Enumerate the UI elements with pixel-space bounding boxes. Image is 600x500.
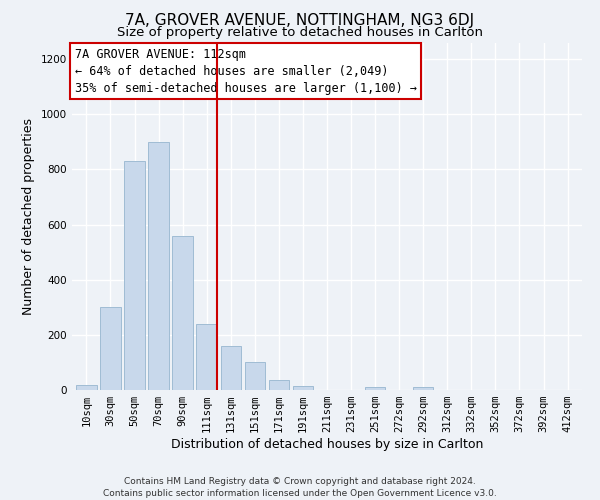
- Bar: [365, 387, 385, 390]
- Bar: [124, 161, 145, 390]
- Bar: [293, 386, 313, 390]
- Bar: [172, 236, 193, 390]
- Bar: [221, 346, 241, 390]
- Bar: [196, 324, 217, 390]
- Bar: [100, 308, 121, 390]
- X-axis label: Distribution of detached houses by size in Carlton: Distribution of detached houses by size …: [171, 438, 483, 451]
- Bar: [269, 380, 289, 390]
- Bar: [413, 387, 433, 390]
- Text: Contains HM Land Registry data © Crown copyright and database right 2024.
Contai: Contains HM Land Registry data © Crown c…: [103, 476, 497, 498]
- Text: 7A GROVER AVENUE: 112sqm
← 64% of detached houses are smaller (2,049)
35% of sem: 7A GROVER AVENUE: 112sqm ← 64% of detach…: [74, 48, 416, 94]
- Y-axis label: Number of detached properties: Number of detached properties: [22, 118, 35, 315]
- Bar: [148, 142, 169, 390]
- Text: 7A, GROVER AVENUE, NOTTINGHAM, NG3 6DJ: 7A, GROVER AVENUE, NOTTINGHAM, NG3 6DJ: [125, 12, 475, 28]
- Bar: [76, 385, 97, 390]
- Text: Size of property relative to detached houses in Carlton: Size of property relative to detached ho…: [117, 26, 483, 39]
- Bar: [245, 362, 265, 390]
